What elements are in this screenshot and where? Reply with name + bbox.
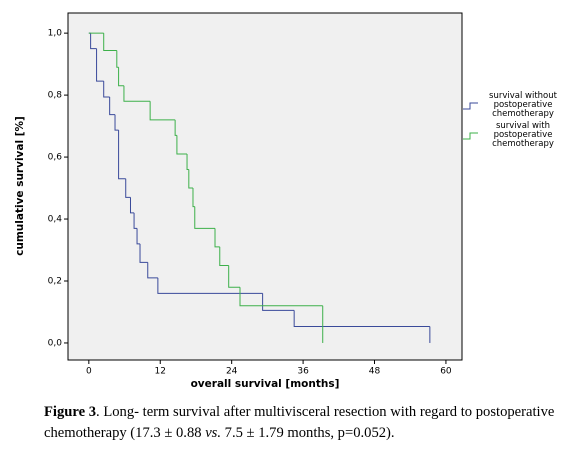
survival-step xyxy=(125,178,131,198)
survival-step xyxy=(262,293,295,311)
survival-step xyxy=(293,310,430,328)
survival-step xyxy=(194,206,216,229)
caption-text: . Long- term survival after multiviscera… xyxy=(44,404,555,441)
x-tick-label: 0 xyxy=(86,367,92,377)
survival-step xyxy=(136,228,141,245)
survival-step xyxy=(214,228,220,248)
survival-step xyxy=(139,243,148,263)
survival-step xyxy=(103,33,117,51)
x-tick-label: 48 xyxy=(369,367,381,377)
x-tick-label: 60 xyxy=(440,367,452,377)
survival-step xyxy=(90,33,97,50)
survival-step xyxy=(103,81,110,98)
y-tick-label: 0,2 xyxy=(48,276,62,286)
legend-swatch xyxy=(463,132,478,140)
legend-label: survival with postoperative chemotherapy xyxy=(492,121,554,149)
survival-step xyxy=(133,212,138,229)
y-tick-label: 0,4 xyxy=(48,215,63,225)
x-axis-label: overall survival [months] xyxy=(191,378,340,390)
survival-step xyxy=(228,265,241,288)
survival-step xyxy=(96,48,104,82)
legend-label: survival without postoperative chemother… xyxy=(489,91,557,119)
survival-step xyxy=(192,188,195,208)
survival-step xyxy=(118,67,124,87)
survival-step xyxy=(147,262,158,279)
x-tick-label: 24 xyxy=(226,367,238,377)
survival-step xyxy=(116,50,119,68)
y-tick-label: 0,6 xyxy=(48,153,63,163)
survival-step xyxy=(157,277,263,294)
survival-step xyxy=(239,287,323,307)
caption-emphasis: vs. xyxy=(205,425,222,441)
survival-step xyxy=(188,169,193,189)
survival-step xyxy=(186,153,189,170)
survival-step xyxy=(123,85,151,102)
plot-area xyxy=(67,12,463,361)
caption-text: 7.5 ± 1.79 months, p=0.052). xyxy=(221,425,395,441)
chart: cumulative survival [%] overall survival… xyxy=(14,12,478,390)
survival-step xyxy=(109,96,116,116)
survival-step xyxy=(219,246,229,267)
y-axis-label: cumulative survival [%] xyxy=(14,116,26,256)
survival-step xyxy=(174,119,177,136)
caption: Figure 3. Long- term survival after mult… xyxy=(44,402,572,444)
y-tick-label: 0,0 xyxy=(48,338,63,348)
survival-step xyxy=(176,135,188,155)
y-tick-label: 0,8 xyxy=(48,91,63,101)
x-tick-label: 36 xyxy=(297,367,309,377)
survival-step xyxy=(149,101,176,121)
caption-label: Figure 3 xyxy=(44,404,97,420)
legend-swatch xyxy=(463,102,478,110)
survival-step xyxy=(114,114,119,131)
y-tick-label: 1,0 xyxy=(48,29,63,39)
survival-step xyxy=(129,197,135,214)
x-tick-label: 12 xyxy=(155,367,166,377)
survival-step xyxy=(118,130,126,180)
